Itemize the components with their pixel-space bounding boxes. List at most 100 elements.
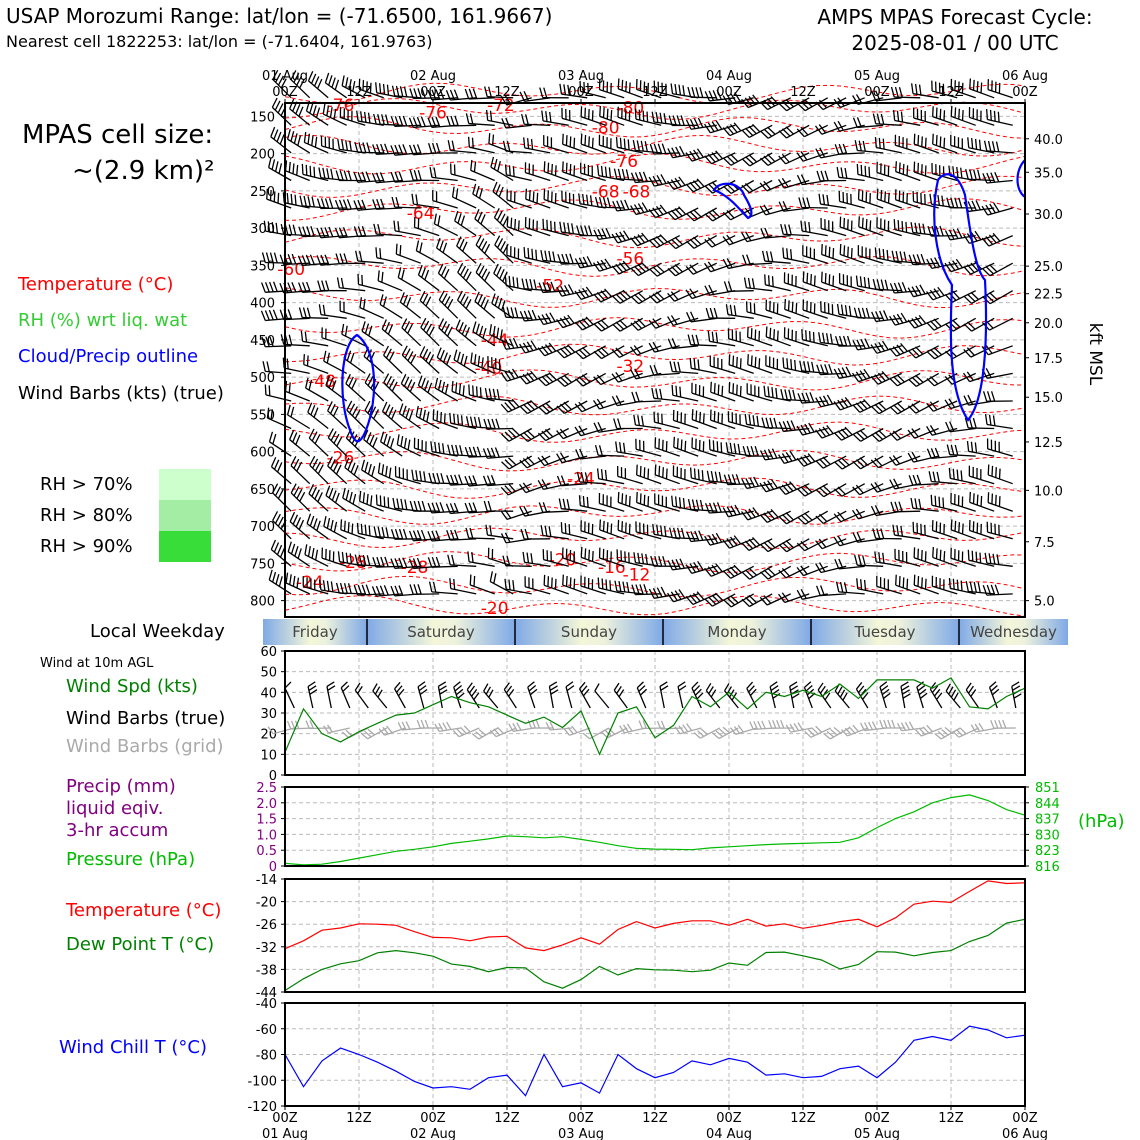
wind-barb-flag — [537, 432, 547, 441]
wind-barb-flag — [410, 354, 417, 364]
wind-barb-staff — [270, 549, 292, 567]
wind-barb-flag — [660, 586, 667, 597]
panel-tick-label: -100 — [247, 1074, 277, 1089]
wind-barb-flag — [273, 459, 280, 470]
wind-barb — [667, 558, 699, 571]
wind-barb-flag — [708, 284, 715, 295]
wind-barb-flag — [512, 580, 515, 591]
wind-barb-flag — [381, 464, 385, 475]
wind-barb-flag — [918, 223, 922, 234]
wind-barb-flag — [765, 417, 770, 428]
wind-barb-flag — [924, 110, 926, 122]
time-hour-label: 00Z — [1012, 85, 1038, 100]
wind-barb-staff — [436, 356, 459, 374]
wind-barb-flag — [734, 504, 741, 515]
wind-barb-flag — [673, 361, 677, 372]
wind-barb-flag — [671, 495, 674, 507]
wind-barb-flag — [729, 442, 733, 454]
wind-barb-flag — [806, 272, 809, 284]
wind-barb-flag — [689, 357, 692, 369]
wind-barb-flag — [508, 165, 511, 176]
wind-barb-flag — [349, 352, 355, 364]
wind-barb — [778, 152, 810, 165]
precip-label-3: 3-hr accum — [66, 820, 169, 841]
wind-barb-flag — [395, 243, 398, 255]
weekday-label: Sunday — [561, 623, 617, 641]
wind-barb-flag — [361, 226, 367, 237]
wind-barb-flag — [575, 351, 584, 360]
wind-barb-flag — [906, 138, 908, 149]
wind-barb-flag — [638, 171, 644, 183]
wind-barb-flag — [790, 420, 796, 431]
wind-barb-flag — [600, 319, 609, 328]
wind-barb-staff — [895, 171, 921, 182]
wind-barb-flag — [375, 494, 378, 505]
wind-barb-flag — [582, 496, 585, 507]
wind-barb-staff — [858, 226, 884, 237]
wind-barb-flag — [299, 78, 306, 89]
wind-barb-flag — [853, 307, 858, 318]
cloud-outline — [341, 333, 376, 443]
wind-barb-flag — [671, 384, 674, 396]
wind-barb-flag — [994, 719, 999, 729]
wind-barb — [778, 420, 810, 433]
wind-barb-flag — [617, 418, 622, 429]
wind-barb-flag — [368, 525, 371, 536]
wind-barb-staff — [748, 179, 773, 194]
wind-barb-flag — [808, 221, 811, 233]
wind-barb-flag — [859, 429, 868, 438]
wind-barb-flag — [746, 254, 751, 265]
wind-barb-flag — [517, 220, 520, 231]
wind-barb-flag — [707, 330, 711, 342]
wind-barb-flag — [754, 385, 756, 396]
wind-barb-flag — [623, 724, 629, 733]
wind-barb-flag — [662, 467, 664, 478]
wind-barb-flag — [498, 359, 501, 370]
wind-barb — [874, 247, 902, 264]
wind-barb — [760, 565, 792, 580]
wind-barb-flag — [543, 135, 545, 146]
wind-barb-staff — [543, 317, 569, 326]
wind-barb-flag — [428, 354, 435, 365]
precip-label-2: liquid eqiv. — [66, 798, 164, 819]
panel-tick-label: -14 — [256, 873, 277, 888]
wind-barb-staff — [542, 290, 569, 294]
wind-barb-staff — [672, 152, 699, 159]
wind-barb — [871, 90, 902, 102]
wind-barb-staff — [561, 532, 588, 540]
wind-barb — [722, 234, 754, 246]
wind-barb-flag — [712, 440, 715, 451]
wind-barb-flag — [976, 109, 978, 120]
wind-barb-flag — [820, 364, 825, 375]
wind-barb-flag — [505, 117, 511, 128]
wind-barb-flag — [288, 224, 293, 235]
wind-barb-flag — [470, 159, 473, 171]
wind-barb-flag — [767, 275, 770, 286]
wind-barb-flag — [591, 110, 594, 121]
wind-barb-flag — [354, 409, 361, 419]
wind-barb — [524, 162, 551, 182]
wind-barb-staff — [933, 400, 958, 412]
wind-barb-flag — [600, 469, 604, 480]
wind-barb-flag — [597, 321, 606, 330]
wind-barb — [379, 294, 403, 319]
wind-barb-staff — [598, 234, 625, 240]
wind-barb-flag — [269, 281, 274, 293]
wind-barb-true — [659, 681, 669, 709]
wind-barb-flag — [642, 523, 645, 535]
wind-barb-flag — [667, 240, 677, 250]
wind-barb-flag — [465, 298, 472, 309]
wind-barb-flag — [635, 391, 640, 402]
wind-barb-flag — [704, 91, 710, 102]
wind-barb-staff — [290, 79, 311, 99]
wind-barb-flag — [468, 88, 474, 99]
wind-barb-flag — [918, 314, 927, 324]
wind-barb-flag — [914, 222, 918, 234]
wind-barb-flag — [262, 361, 266, 372]
wind-barb-flag — [559, 428, 568, 438]
wind-barb-flag — [760, 543, 769, 553]
wind-barb-flag — [362, 492, 366, 503]
wind-barb-flag — [481, 241, 488, 251]
wind-barb-flag — [388, 406, 394, 417]
wind-barb-staff — [767, 565, 792, 580]
